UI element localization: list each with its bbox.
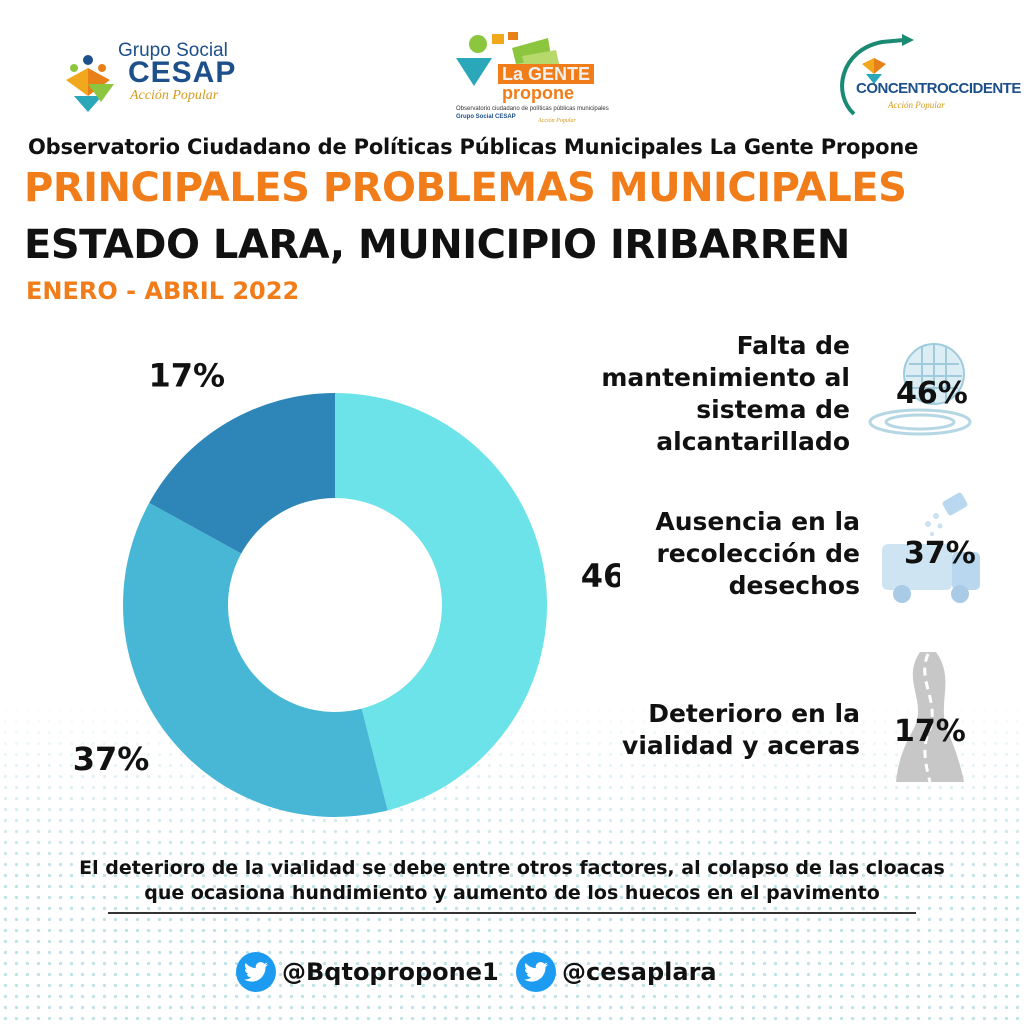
legend-label-line: sistema de [696, 395, 850, 424]
footnote: El deterioro de la vialidad se debe entr… [20, 856, 1004, 906]
legend-label-line: Falta de [736, 331, 850, 360]
legend-item-vialidad: Deterioro en la vialidad y aceras 17% [560, 652, 1000, 784]
legend-label-alcantarillado: Falta de mantenimiento al sistema de alc… [601, 330, 850, 458]
la-gente-propone-line4: Grupo Social CESAP [456, 114, 516, 120]
legend-label-line: recolección de [656, 539, 860, 568]
legend-label-line: alcantarillado [656, 427, 850, 456]
legend-value-alcantarillado: 46% [896, 376, 968, 411]
concentroccidente-line2: Acción Popular [888, 100, 945, 110]
cesap-logo-line3: Acción Popular [130, 88, 219, 103]
footnote-line: que ocasiona hundimiento y aumento de lo… [144, 882, 880, 904]
divider [108, 912, 916, 914]
social-handle-cesaplara[interactable]: @cesaplara [516, 950, 717, 994]
legend-label-desechos: Ausencia en la recolección de desechos [655, 506, 860, 602]
cesap-logo-line2: CESAP [128, 56, 237, 89]
concentroccidente-line1: CONCENTROCCIDENTE [856, 80, 1021, 97]
data-label-alcantarillado: 46% [581, 557, 620, 595]
la-gente-propone-line3: Observatorio ciudadano de políticas públ… [456, 106, 609, 112]
concentroccidente-emblem-icon [840, 34, 914, 116]
legend-label-line: Deterioro en la [648, 699, 860, 728]
period-label: ENERO - ABRIL 2022 [26, 277, 300, 305]
la-gente-propone-logo: La GENTE propone Observatorio ciudadano … [452, 28, 609, 128]
donut-slice-vialidad [149, 393, 335, 554]
cesap-logo-line1: Grupo Social [118, 40, 228, 61]
concentroccidente-logo: CONCENTROCCIDENTE Acción Popular [826, 34, 1021, 124]
legend-value-vialidad: 17% [894, 714, 966, 749]
twitter-icon [236, 952, 276, 992]
sewer-icon [868, 343, 972, 436]
legend-label-line: Ausencia en la [655, 507, 860, 536]
twitter-handle: @cesaplara [562, 958, 717, 986]
legend-label-line: vialidad y aceras [622, 731, 860, 760]
data-label-vialidad: 17% [148, 357, 225, 395]
observatorio-heading: Observatorio Ciudadano de Políticas Públ… [28, 135, 919, 159]
chart-title: PRINCIPALES PROBLEMAS MUNICIPALES [24, 165, 907, 211]
la-gente-propone-line1: La GENTE [498, 64, 595, 84]
twitter-icon [516, 952, 556, 992]
twitter-handle: @Bqtopropone1 [282, 958, 499, 986]
chart-subtitle: ESTADO LARA, MUNICIPIO IRIBARREN [24, 222, 850, 268]
donut-slice-alcantarillado [335, 393, 548, 811]
legend-label-vialidad: Deterioro en la vialidad y aceras [622, 698, 860, 762]
legend-label-line: desechos [728, 571, 860, 600]
legend-value-desechos: 37% [904, 536, 976, 571]
garbage-truck-icon [882, 492, 980, 603]
legend-label-line: mantenimiento al [601, 363, 850, 392]
cesap-emblem-icon [66, 55, 114, 112]
footnote-line: El deterioro de la vialidad se debe entr… [79, 857, 945, 879]
road-icon [896, 652, 964, 782]
la-gente-propone-line5: Acción Popular [538, 118, 576, 124]
donut-chart: 46% 37% 17% [73, 357, 620, 817]
la-gente-propone-line2: propone [502, 83, 574, 103]
dotted-background [0, 694, 1024, 1024]
donut-slice-desechos [122, 502, 388, 817]
legend-item-alcantarillado: Falta de mantenimiento al sistema de alc… [560, 330, 1000, 470]
legend-item-desechos: Ausencia en la recolección de desechos 3… [560, 492, 1000, 616]
cesap-logo: Grupo Social CESAP Acción Popular [58, 38, 238, 113]
data-label-desechos: 37% [73, 740, 150, 778]
social-handle-bqtopropone[interactable]: @Bqtopropone1 [236, 950, 499, 994]
